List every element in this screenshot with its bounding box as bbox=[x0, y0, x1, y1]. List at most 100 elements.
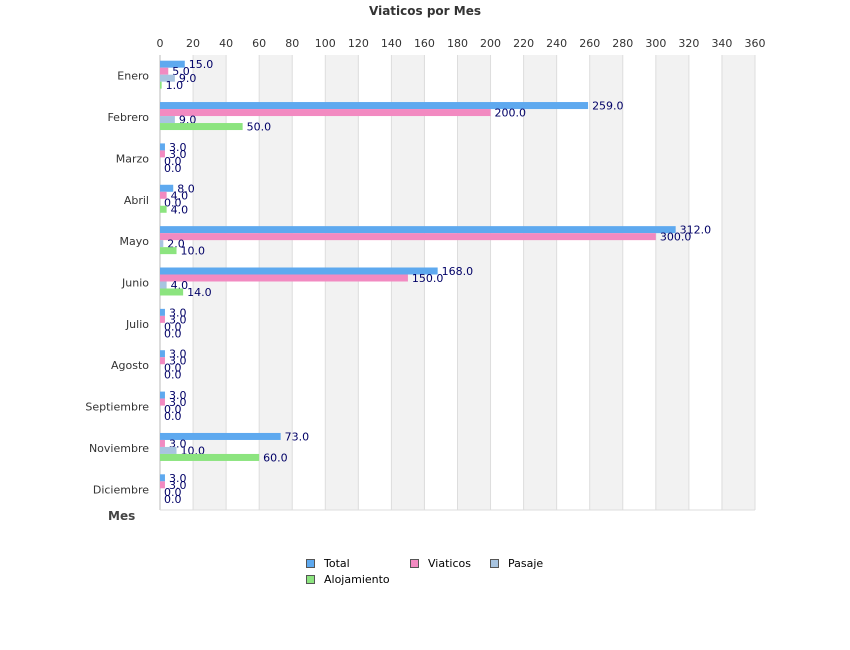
bar bbox=[160, 60, 185, 68]
x-tick-label: 320 bbox=[678, 37, 699, 50]
bar bbox=[160, 474, 165, 482]
bar bbox=[160, 446, 177, 454]
value-label: 0.0 bbox=[164, 196, 182, 209]
value-label: 0.0 bbox=[164, 162, 182, 175]
value-label: 3.0 bbox=[169, 479, 187, 492]
value-label: 50.0 bbox=[247, 121, 272, 134]
x-tick-label: 280 bbox=[612, 37, 633, 50]
x-tick-label: 80 bbox=[285, 37, 299, 50]
value-label: 0.0 bbox=[164, 362, 182, 375]
bar bbox=[160, 439, 165, 447]
category-label: Septiembre bbox=[85, 401, 149, 414]
bar bbox=[160, 247, 177, 255]
value-label: 3.0 bbox=[169, 396, 187, 409]
value-label: 1.0 bbox=[166, 79, 184, 92]
bar bbox=[160, 281, 167, 289]
value-label: 3.0 bbox=[169, 148, 187, 161]
x-tick-label: 240 bbox=[546, 37, 567, 50]
legend-label: Viaticos bbox=[428, 557, 471, 570]
value-label: 3.0 bbox=[169, 141, 187, 154]
bar bbox=[160, 391, 165, 399]
category-label: Agosto bbox=[111, 359, 149, 372]
bar bbox=[160, 191, 167, 199]
value-label: 0.0 bbox=[164, 403, 182, 416]
bar bbox=[160, 453, 260, 461]
bar bbox=[160, 288, 184, 296]
bar bbox=[160, 150, 165, 158]
value-label: 14.0 bbox=[187, 286, 212, 299]
legend-swatch bbox=[410, 559, 419, 568]
bar bbox=[160, 357, 165, 365]
legend-label: Total bbox=[324, 557, 350, 570]
bar bbox=[160, 308, 165, 316]
grid-band bbox=[391, 55, 425, 510]
bar bbox=[160, 240, 164, 248]
x-tick-label: 300 bbox=[645, 37, 666, 50]
bar bbox=[160, 205, 167, 213]
category-label: Febrero bbox=[107, 111, 149, 124]
grid-band bbox=[325, 55, 359, 510]
value-label: 3.0 bbox=[169, 472, 187, 485]
value-label: 259.0 bbox=[592, 100, 624, 113]
grid-band bbox=[622, 55, 656, 510]
value-label: 60.0 bbox=[263, 451, 288, 464]
value-label: 168.0 bbox=[442, 265, 474, 278]
bar bbox=[160, 226, 676, 234]
value-label: 0.0 bbox=[164, 486, 182, 499]
value-label: 0.0 bbox=[164, 369, 182, 382]
value-label: 0.0 bbox=[164, 493, 182, 506]
bar bbox=[160, 67, 169, 75]
value-label: 9.0 bbox=[179, 72, 197, 85]
value-label: 3.0 bbox=[169, 306, 187, 319]
category-label: Diciembre bbox=[93, 483, 149, 496]
y-axis-title: Mes bbox=[108, 509, 136, 523]
x-tick-label: 140 bbox=[381, 37, 402, 50]
bar bbox=[160, 481, 165, 489]
bar bbox=[160, 267, 438, 275]
bar bbox=[160, 350, 165, 358]
category-label: Noviembre bbox=[89, 442, 149, 455]
bar bbox=[160, 274, 408, 282]
bar bbox=[160, 74, 175, 82]
legend-item: Total bbox=[306, 557, 350, 570]
grid-band bbox=[523, 55, 557, 510]
legend-swatch bbox=[306, 559, 315, 568]
value-label: 312.0 bbox=[680, 224, 712, 237]
legend-item: Pasaje bbox=[490, 557, 543, 570]
grid-band bbox=[490, 55, 524, 510]
value-label: 3.0 bbox=[169, 348, 187, 361]
value-label: 10.0 bbox=[181, 245, 206, 258]
value-label: 73.0 bbox=[285, 430, 310, 443]
category-label: Junio bbox=[121, 277, 149, 290]
x-tick-label: 0 bbox=[157, 37, 164, 50]
x-tick-label: 340 bbox=[711, 37, 732, 50]
chart-title: Viaticos por Mes bbox=[369, 4, 481, 18]
x-tick-label: 220 bbox=[513, 37, 534, 50]
grid-band bbox=[457, 55, 491, 510]
x-tick-label: 20 bbox=[186, 37, 200, 50]
category-label: Marzo bbox=[116, 152, 150, 165]
grid-band bbox=[358, 55, 392, 510]
bar bbox=[160, 116, 175, 124]
category-label: Mayo bbox=[120, 235, 150, 248]
grid-band bbox=[556, 55, 590, 510]
value-label: 3.0 bbox=[169, 389, 187, 402]
category-label: Enero bbox=[117, 70, 149, 83]
grid-band bbox=[688, 55, 722, 510]
value-label: 200.0 bbox=[495, 107, 527, 120]
value-label: 0.0 bbox=[164, 155, 182, 168]
category-label: Abril bbox=[124, 194, 149, 207]
value-label: 150.0 bbox=[412, 272, 444, 285]
x-tick-label: 40 bbox=[219, 37, 233, 50]
value-label: 0.0 bbox=[164, 410, 182, 423]
grid-band bbox=[721, 55, 755, 510]
grid-band bbox=[589, 55, 623, 510]
legend-item: Viaticos bbox=[410, 557, 471, 570]
value-label: 15.0 bbox=[189, 58, 214, 71]
value-label: 3.0 bbox=[169, 355, 187, 368]
x-tick-label: 160 bbox=[414, 37, 435, 50]
value-label: 5.0 bbox=[172, 65, 190, 78]
category-label: Julio bbox=[125, 318, 149, 331]
